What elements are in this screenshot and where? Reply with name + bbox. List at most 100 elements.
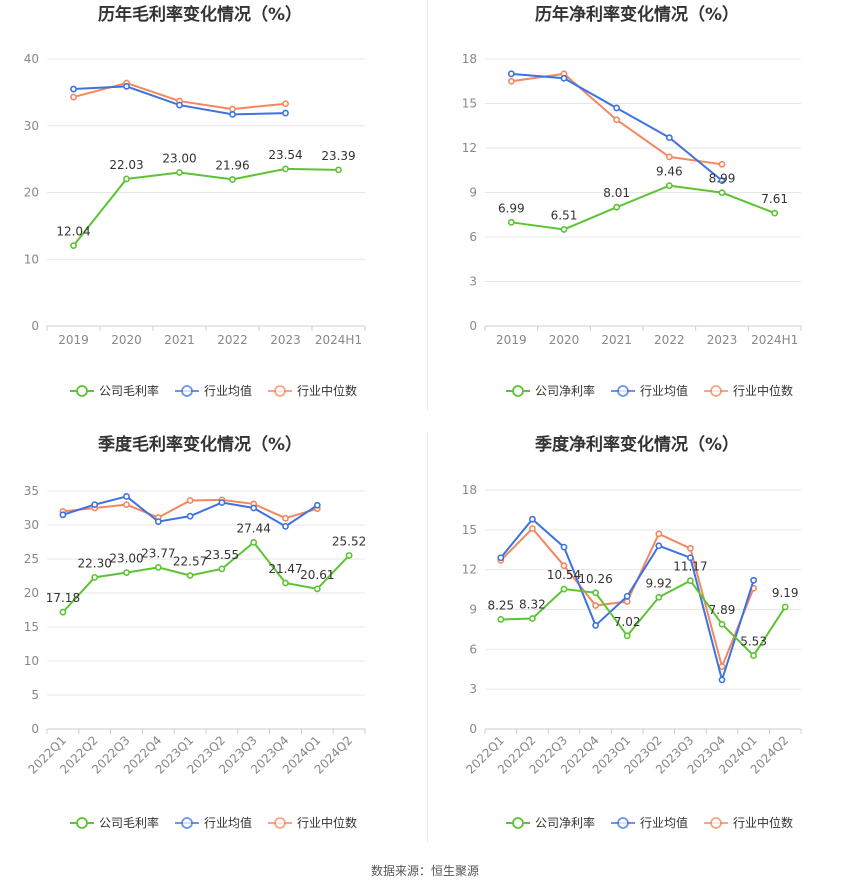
legend-item: 行业中位数 bbox=[704, 383, 793, 398]
y-tick-label: 3 bbox=[469, 682, 477, 696]
data-point bbox=[592, 602, 599, 609]
legend-label: 行业中位数 bbox=[733, 383, 793, 398]
data-point bbox=[123, 493, 130, 500]
y-tick-label: 10 bbox=[24, 654, 39, 668]
data-point bbox=[592, 622, 599, 629]
data-source-label: 数据来源：恒生聚源 bbox=[370, 864, 479, 878]
data-label: 8.99 bbox=[709, 172, 736, 186]
data-label: 25.52 bbox=[332, 534, 366, 548]
legend-swatch-marker bbox=[274, 385, 286, 397]
data-point bbox=[250, 504, 258, 512]
legend-swatch-marker bbox=[274, 817, 286, 829]
data-label: 20.61 bbox=[300, 568, 334, 582]
x-tick-label: 2022 bbox=[654, 333, 685, 347]
legend-item: 行业中位数 bbox=[268, 815, 357, 830]
y-tick-label: 9 bbox=[469, 603, 477, 617]
data-point bbox=[229, 111, 236, 118]
legend-label: 行业中位数 bbox=[733, 815, 793, 830]
data-point bbox=[686, 577, 694, 585]
data-point bbox=[529, 525, 536, 532]
legend-swatch-marker bbox=[617, 385, 629, 397]
y-tick-label: 18 bbox=[462, 52, 477, 66]
data-point bbox=[186, 512, 194, 520]
data-point bbox=[345, 552, 353, 559]
data-point bbox=[59, 511, 67, 519]
vertical-divider-bottom bbox=[427, 432, 428, 842]
data-point bbox=[91, 573, 99, 581]
data-point bbox=[718, 620, 726, 628]
data-label: 23.00 bbox=[109, 552, 143, 566]
data-point bbox=[218, 499, 226, 506]
legend-swatch-marker bbox=[512, 817, 524, 829]
data-point bbox=[70, 85, 77, 93]
data-point bbox=[771, 209, 779, 217]
y-tick-label: 6 bbox=[469, 230, 477, 244]
data-label: 23.39 bbox=[321, 149, 355, 163]
data-point bbox=[750, 576, 757, 584]
y-tick-label: 0 bbox=[31, 722, 39, 736]
data-point bbox=[718, 676, 726, 684]
chart-title: 季度毛利率变化情况（%） bbox=[98, 434, 302, 455]
legend-item: 行业均值 bbox=[611, 383, 688, 398]
y-tick-label: 5 bbox=[31, 688, 39, 702]
data-point bbox=[686, 554, 694, 562]
legend-label: 行业中位数 bbox=[297, 383, 357, 398]
x-tick-label: 2020 bbox=[111, 333, 142, 347]
x-tick-label: 2021 bbox=[164, 333, 195, 347]
y-tick-label: 15 bbox=[24, 620, 39, 634]
legend-label: 公司毛利率 bbox=[99, 383, 159, 398]
data-label: 6.99 bbox=[498, 201, 525, 215]
data-point bbox=[718, 160, 726, 168]
data-point bbox=[560, 585, 568, 593]
data-point bbox=[313, 585, 321, 593]
data-point bbox=[154, 518, 162, 525]
data-label: 22.57 bbox=[173, 555, 207, 569]
data-point bbox=[560, 562, 568, 570]
data-point bbox=[282, 522, 289, 530]
data-label: 5.53 bbox=[740, 635, 767, 649]
data-point bbox=[229, 105, 236, 113]
data-label: 9.46 bbox=[656, 165, 683, 179]
series-line bbox=[511, 184, 776, 231]
data-label: 7.89 bbox=[709, 603, 736, 617]
legend-swatch-marker bbox=[181, 385, 193, 397]
y-tick-label: 40 bbox=[24, 52, 39, 66]
data-label: 9.19 bbox=[772, 586, 799, 600]
data-point bbox=[250, 539, 258, 546]
data-point bbox=[313, 501, 321, 509]
legend-label: 公司净利率 bbox=[535, 383, 595, 398]
legend-item: 公司净利率 bbox=[506, 383, 595, 398]
data-point bbox=[282, 579, 289, 587]
x-tick-label: 2021 bbox=[601, 333, 632, 347]
data-point bbox=[186, 572, 194, 579]
y-tick-label: 30 bbox=[24, 518, 39, 532]
data-point bbox=[282, 165, 289, 173]
y-tick-label: 15 bbox=[462, 97, 477, 111]
data-label: 7.02 bbox=[614, 615, 641, 629]
legend-swatch-marker bbox=[76, 385, 88, 397]
chart-annual-net-margin: 历年净利率变化情况（%） 0 3 6 9 12 15 18 2019 2020 2021 2022 20… bbox=[462, 4, 802, 398]
data-point bbox=[123, 82, 130, 90]
data-label: 7.61 bbox=[761, 192, 788, 206]
data-label: 21.96 bbox=[215, 158, 249, 172]
x-tick-label: 2019 bbox=[496, 333, 527, 347]
x-tick-label: 2024H1 bbox=[315, 333, 362, 347]
data-point bbox=[560, 74, 568, 82]
y-tick-label: 0 bbox=[469, 722, 477, 736]
data-point bbox=[623, 598, 631, 605]
data-label: 21.47 bbox=[268, 562, 302, 576]
chart-title: 历年毛利率变化情况（%） bbox=[98, 4, 302, 25]
legend-swatch-marker bbox=[617, 817, 629, 829]
data-label: 27.44 bbox=[237, 521, 271, 535]
data-label: 23.00 bbox=[162, 151, 196, 165]
y-tick-label: 3 bbox=[469, 275, 477, 289]
data-point bbox=[623, 592, 631, 600]
data-label: 8.01 bbox=[603, 186, 630, 200]
legend-swatch-marker bbox=[512, 385, 524, 397]
data-point bbox=[218, 565, 226, 573]
data-point bbox=[123, 569, 130, 576]
y-tick-label: 35 bbox=[24, 484, 39, 498]
data-point bbox=[613, 203, 621, 211]
legend-item: 行业均值 bbox=[175, 383, 252, 398]
y-tick-label: 20 bbox=[24, 186, 39, 200]
